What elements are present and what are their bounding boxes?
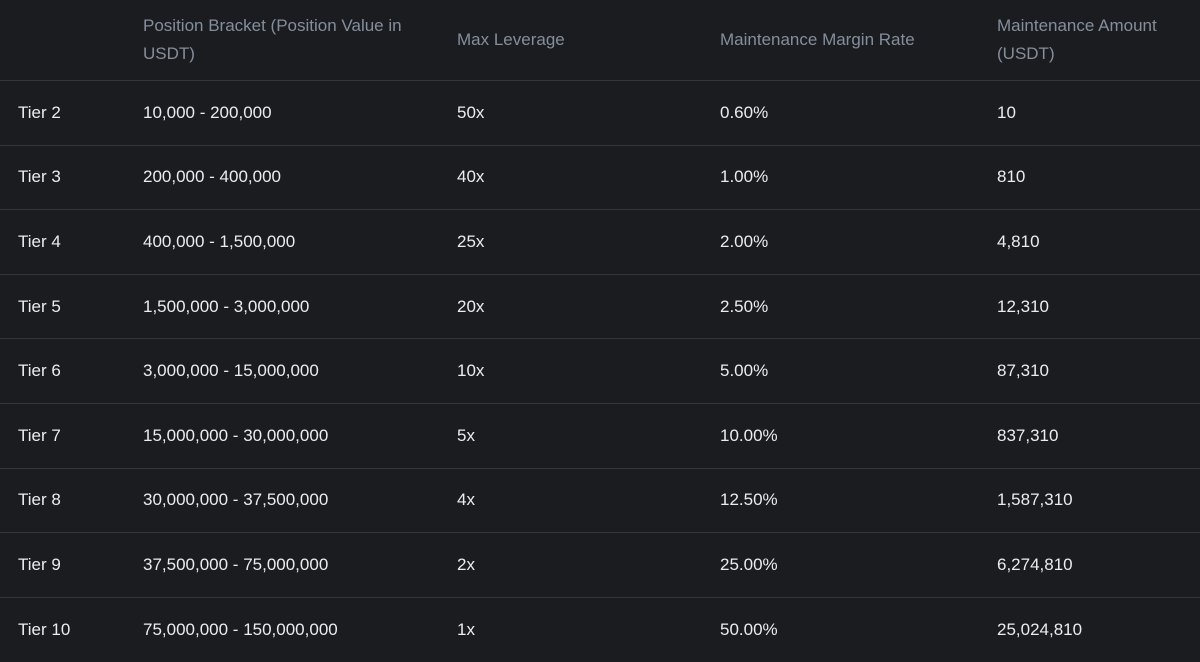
max-leverage-cell: 40x — [457, 167, 485, 187]
maintenance-margin-rate-cell: 12.50% — [720, 490, 778, 510]
table-row: Tier 3 200,000 - 400,000 40x 1.00% 810 — [0, 146, 1200, 211]
table-body: Tier 2 10,000 - 200,000 50x 0.60% 10 Tier 3 20… — [0, 81, 1200, 662]
header-tier — [0, 0, 143, 80]
tier-cell: Tier 2 — [18, 102, 61, 122]
tier-cell: Tier 7 — [18, 425, 61, 445]
tier-cell: Tier 3 — [18, 167, 61, 187]
max-leverage-cell: 25x — [457, 231, 485, 251]
maintenance-amount-cell: 10 — [997, 102, 1016, 122]
table-row: Tier 2 10,000 - 200,000 50x 0.60% 10 — [0, 81, 1200, 146]
maintenance-margin-rate-cell: 25.00% — [720, 554, 778, 574]
tier-cell: Tier 8 — [18, 490, 61, 510]
table-row: Tier 9 37,500,000 - 75,000,000 2x 25.00% 6,2… — [0, 533, 1200, 598]
position-bracket-cell: 200,000 - 400,000 — [143, 167, 282, 187]
tier-cell: Tier 9 — [18, 554, 61, 574]
table-row: Tier 6 3,000,000 - 15,000,000 10x 5.00% 87,3… — [0, 339, 1200, 404]
tier-cell: Tier 4 — [18, 231, 61, 251]
maintenance-amount-cell: 1,587,310 — [997, 490, 1073, 510]
max-leverage-cell: 5x — [457, 425, 475, 445]
maintenance-amount-cell: 25,024,810 — [997, 620, 1083, 640]
position-bracket-cell: 10,000 - 200,000 — [143, 102, 272, 122]
maintenance-margin-rate-cell: 2.00% — [720, 231, 769, 251]
position-bracket-cell: 30,000,000 - 37,500,000 — [143, 490, 329, 510]
max-leverage-cell: 50x — [457, 102, 485, 122]
maintenance-amount-cell: 4,810 — [997, 231, 1040, 251]
maintenance-amount-cell: 837,310 — [997, 425, 1059, 445]
maintenance-amount-cell: 6,274,810 — [997, 554, 1073, 574]
tier-cell: Tier 10 — [18, 620, 71, 640]
max-leverage-cell: 1x — [457, 620, 475, 640]
header-position-bracket: Position Bracket (Position Value in USDT… — [143, 16, 402, 63]
table-row: Tier 10 75,000,000 - 150,000,000 1x 50.00% 2… — [0, 598, 1200, 662]
position-bracket-cell: 3,000,000 - 15,000,000 — [143, 361, 319, 381]
table-row: Tier 8 30,000,000 - 37,500,000 4x 12.50% 1,5… — [0, 469, 1200, 534]
maintenance-margin-rate-cell: 1.00% — [720, 167, 769, 187]
maintenance-margin-rate-cell: 2.50% — [720, 296, 769, 316]
table-row: Tier 7 15,000,000 - 30,000,000 5x 10.00% 837… — [0, 404, 1200, 469]
position-bracket-cell: 15,000,000 - 30,000,000 — [143, 425, 329, 445]
header-maintenance-amount: Maintenance Amount (USDT) — [997, 16, 1157, 63]
max-leverage-cell: 10x — [457, 361, 485, 381]
tier-cell: Tier 5 — [18, 296, 61, 316]
position-bracket-cell: 75,000,000 - 150,000,000 — [143, 620, 338, 640]
maintenance-margin-rate-cell: 10.00% — [720, 425, 778, 445]
table-row: Tier 5 1,500,000 - 3,000,000 20x 2.50% 12,31… — [0, 275, 1200, 340]
position-bracket-cell: 1,500,000 - 3,000,000 — [143, 296, 310, 316]
table-row: Tier 4 400,000 - 1,500,000 25x 2.00% 4,810 — [0, 210, 1200, 275]
position-bracket-cell: 400,000 - 1,500,000 — [143, 231, 296, 251]
max-leverage-cell: 4x — [457, 490, 475, 510]
tier-cell: Tier 6 — [18, 361, 61, 381]
maintenance-margin-rate-cell: 5.00% — [720, 361, 769, 381]
maintenance-amount-cell: 12,310 — [997, 296, 1049, 316]
max-leverage-cell: 2x — [457, 554, 475, 574]
maintenance-amount-cell: 87,310 — [997, 361, 1049, 381]
header-maintenance-margin-rate: Maintenance Margin Rate — [720, 30, 915, 49]
maintenance-amount-cell: 810 — [997, 167, 1026, 187]
max-leverage-cell: 20x — [457, 296, 485, 316]
maintenance-margin-rate-cell: 0.60% — [720, 102, 769, 122]
position-bracket-cell: 37,500,000 - 75,000,000 — [143, 554, 329, 574]
table-header: Position Bracket (Position Value in USDT… — [0, 0, 1200, 81]
maintenance-margin-rate-cell: 50.00% — [720, 620, 778, 640]
header-max-leverage: Max Leverage — [457, 30, 565, 49]
